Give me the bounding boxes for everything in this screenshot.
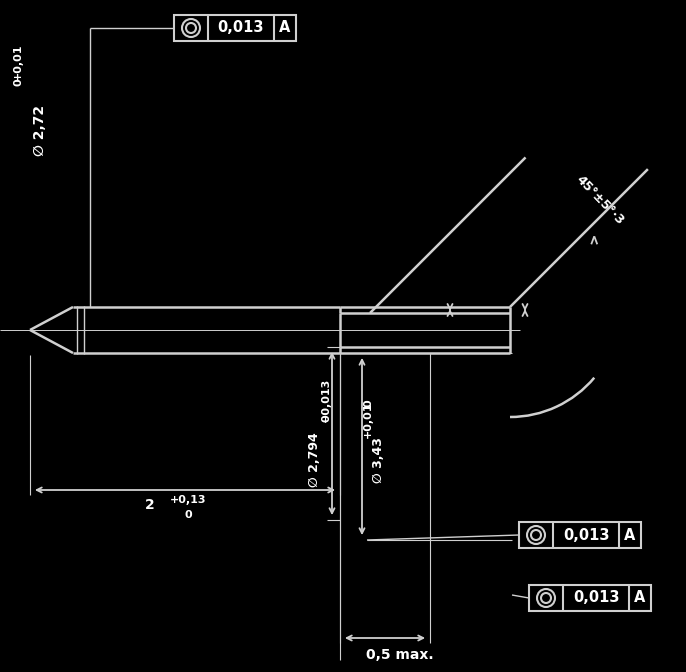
Text: 0: 0 — [13, 78, 23, 86]
Text: 0: 0 — [184, 510, 192, 520]
Text: +0,01: +0,01 — [13, 44, 23, 80]
Text: 0: 0 — [321, 414, 331, 422]
Text: 0,013: 0,013 — [563, 528, 609, 542]
Text: 45°±5°·3: 45°±5°·3 — [573, 173, 626, 227]
Text: 0,013: 0,013 — [217, 21, 264, 36]
Text: ∅ 2,794: ∅ 2,794 — [307, 433, 320, 487]
Bar — [174, 15, 296, 41]
Text: A: A — [624, 528, 636, 542]
Bar — [529, 585, 651, 611]
Text: +0,01: +0,01 — [363, 402, 373, 438]
Text: 0,013: 0,013 — [573, 591, 619, 605]
Text: 0: 0 — [363, 399, 373, 407]
Text: −0,013: −0,013 — [321, 378, 331, 422]
Text: A: A — [635, 591, 646, 605]
Text: 0,5 max.: 0,5 max. — [366, 648, 434, 662]
Text: ∅ 2,72: ∅ 2,72 — [33, 104, 47, 155]
Text: 2: 2 — [145, 498, 155, 512]
Text: ∅ 3,43: ∅ 3,43 — [372, 437, 384, 483]
Text: +0,13: +0,13 — [169, 495, 206, 505]
Bar — [519, 522, 641, 548]
Text: A: A — [279, 21, 291, 36]
